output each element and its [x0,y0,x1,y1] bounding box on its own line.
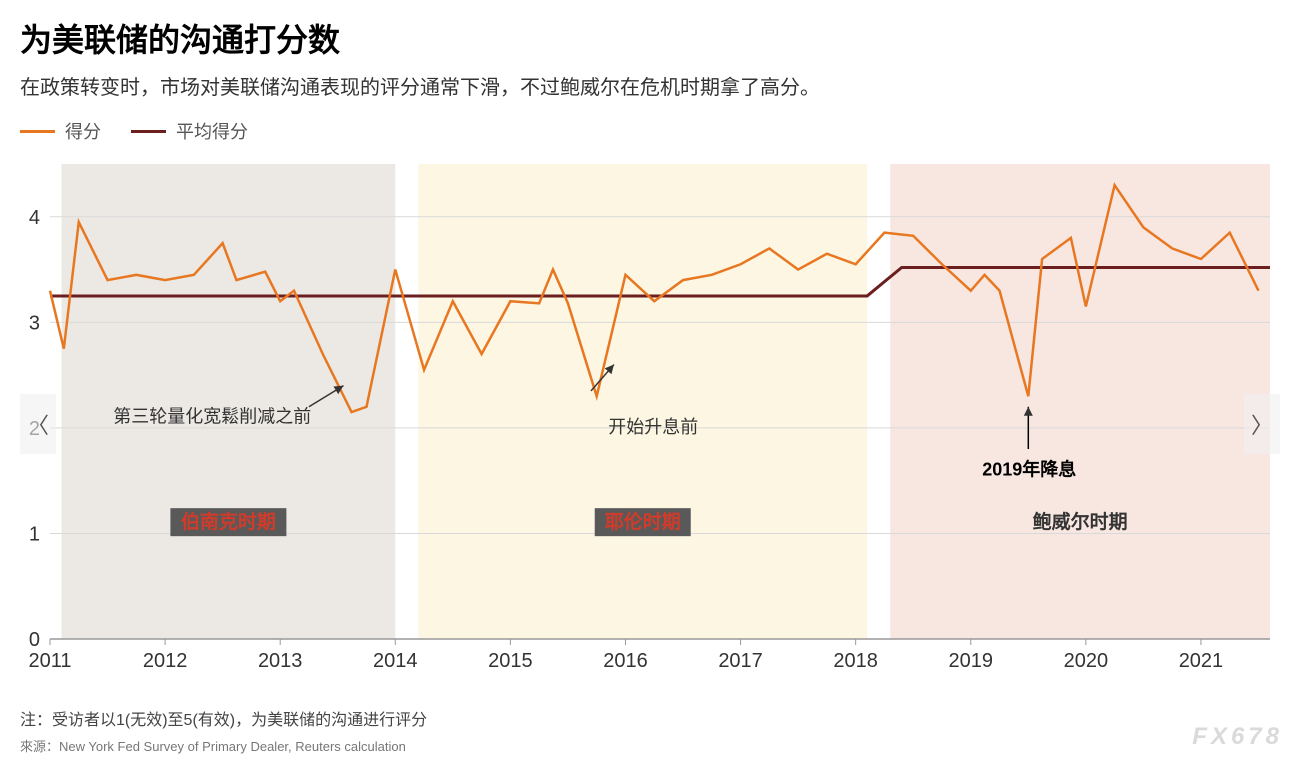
svg-text:鲍威尔时期: 鲍威尔时期 [1033,510,1128,533]
legend-item-avg: 平均得分 [131,118,248,144]
legend-label-avg: 平均得分 [176,118,248,144]
svg-text:2013: 2013 [258,650,303,672]
chart-title: 为美联储的沟通打分数 [20,15,1283,61]
legend-label-score: 得分 [65,118,101,144]
svg-text:伯南克时期: 伯南克时期 [181,510,276,533]
svg-text:耶伦时期: 耶伦时期 [605,510,681,533]
line-chart: 0123420112012201320142015201620172018201… [20,154,1280,694]
svg-text:2014: 2014 [373,650,418,672]
svg-text:4: 4 [29,207,40,229]
svg-text:2017: 2017 [718,650,763,672]
svg-text:开始升息前: 开始升息前 [608,417,698,437]
source: 來源：New York Fed Survey of Primary Dealer… [20,736,1283,755]
svg-text:0: 0 [29,629,40,651]
chart-area: 0123420112012201320142015201620172018201… [20,154,1280,694]
legend-item-score: 得分 [20,118,101,144]
svg-text:2015: 2015 [488,650,533,672]
svg-text:2021: 2021 [1179,650,1224,672]
watermark: FX678 [1192,723,1283,751]
chart-subtitle: 在政策转变时，市场对美联储沟通表现的评分通常下滑，不过鲍威尔在危机时期拿了高分。 [20,71,1283,100]
svg-text:2020: 2020 [1064,650,1109,672]
svg-text:1: 1 [29,523,40,545]
prev-button[interactable]: 〈 [20,394,56,454]
svg-text:第三轮量化宽鬆削减之前: 第三轮量化宽鬆削减之前 [113,406,311,427]
svg-text:2012: 2012 [143,650,188,672]
svg-text:2019年降息: 2019年降息 [982,458,1076,479]
next-button[interactable]: 〉 [1244,394,1280,454]
legend-swatch-avg [131,130,166,133]
footnote: 注：受访者以1(无效)至5(有效)，为美联储的沟通进行评分 [20,706,1283,730]
svg-text:2019: 2019 [949,650,994,672]
legend: 得分 平均得分 [20,118,1283,144]
svg-text:2016: 2016 [603,650,648,672]
svg-text:2011: 2011 [28,650,71,672]
svg-text:3: 3 [29,312,40,334]
svg-text:2018: 2018 [833,650,878,672]
legend-swatch-score [20,130,55,133]
